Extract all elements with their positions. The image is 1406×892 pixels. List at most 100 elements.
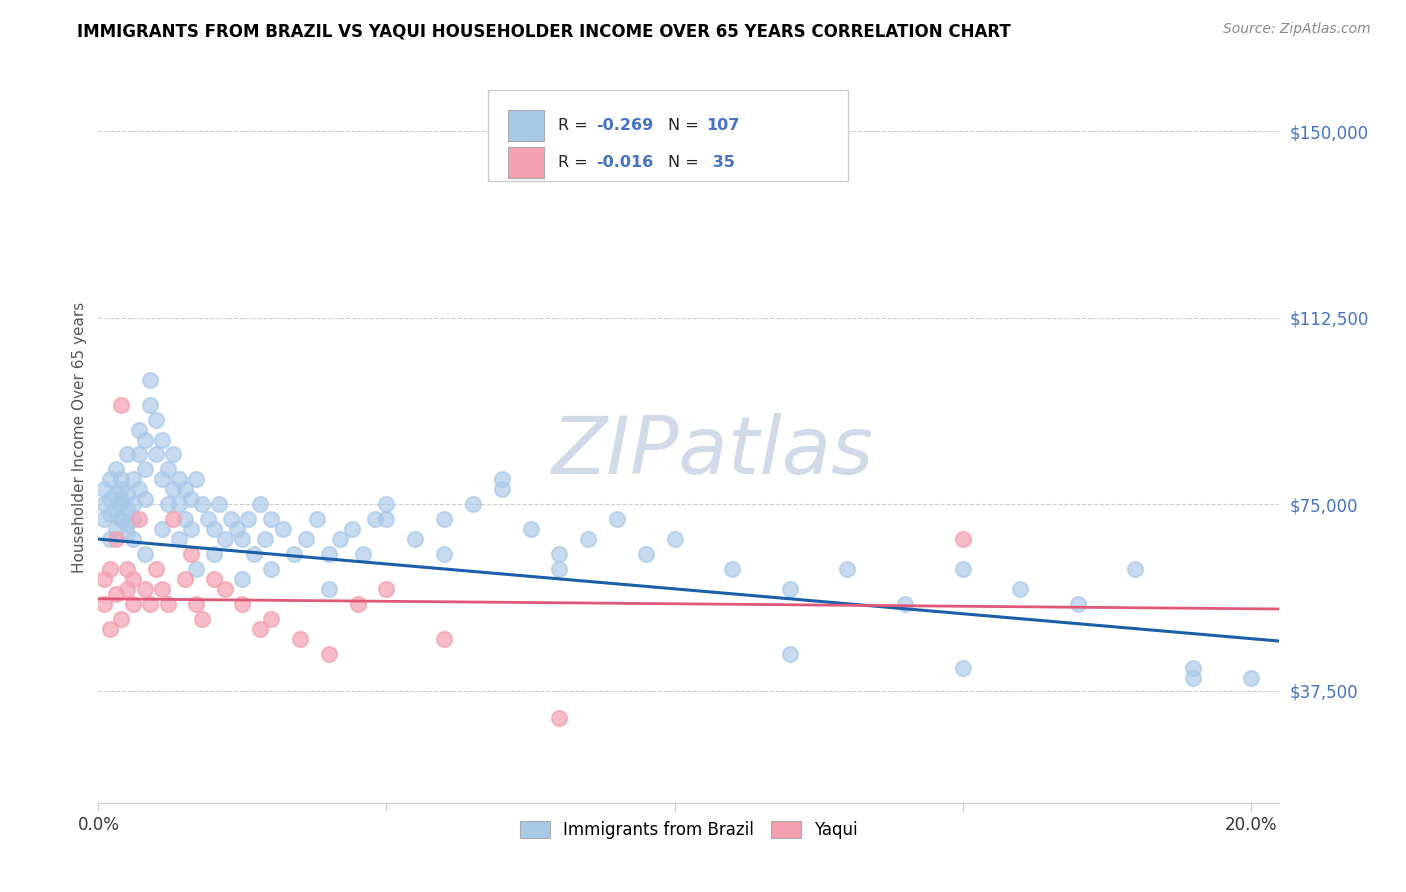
Point bbox=[307, 512, 329, 526]
Point bbox=[93, 512, 115, 526]
Point bbox=[150, 433, 173, 447]
Text: -0.016: -0.016 bbox=[596, 155, 652, 169]
Point bbox=[375, 582, 398, 596]
Point bbox=[104, 487, 127, 501]
Point bbox=[98, 622, 121, 636]
Point bbox=[364, 512, 387, 526]
Point bbox=[191, 612, 214, 626]
Point bbox=[162, 512, 184, 526]
Point bbox=[186, 472, 208, 486]
Point bbox=[134, 462, 156, 476]
Point bbox=[93, 483, 115, 497]
Point bbox=[260, 562, 283, 576]
Y-axis label: Householder Income Over 65 years: Householder Income Over 65 years bbox=[72, 301, 87, 573]
Point bbox=[231, 532, 253, 546]
Point bbox=[110, 483, 132, 497]
Point bbox=[318, 647, 340, 661]
Point bbox=[122, 597, 145, 611]
Point bbox=[1182, 661, 1205, 675]
Point bbox=[110, 492, 132, 507]
Point bbox=[329, 532, 352, 546]
Point bbox=[104, 462, 127, 476]
Point bbox=[110, 398, 132, 412]
Point bbox=[180, 492, 202, 507]
Point bbox=[134, 492, 156, 507]
Point bbox=[260, 612, 283, 626]
Point bbox=[173, 512, 195, 526]
Point bbox=[115, 582, 138, 596]
Point bbox=[548, 547, 571, 561]
Point bbox=[779, 647, 801, 661]
Text: ZIPatlas: ZIPatlas bbox=[551, 413, 873, 491]
Point bbox=[952, 562, 974, 576]
Point bbox=[93, 497, 115, 511]
Point bbox=[288, 632, 311, 646]
Point bbox=[115, 562, 138, 576]
Point bbox=[238, 512, 260, 526]
Point bbox=[156, 497, 179, 511]
Text: 35: 35 bbox=[707, 155, 734, 169]
Point bbox=[283, 547, 305, 561]
Point bbox=[721, 562, 744, 576]
Point bbox=[260, 512, 283, 526]
Point bbox=[98, 492, 121, 507]
Point bbox=[122, 497, 145, 511]
Point bbox=[122, 472, 145, 486]
Point bbox=[150, 472, 173, 486]
Point bbox=[375, 512, 398, 526]
Point bbox=[145, 448, 167, 462]
Point bbox=[219, 512, 242, 526]
Point bbox=[519, 522, 541, 536]
Point bbox=[214, 582, 236, 596]
Point bbox=[352, 547, 374, 561]
Point bbox=[180, 547, 202, 561]
Point bbox=[110, 472, 132, 486]
Point bbox=[122, 532, 145, 546]
Point bbox=[1010, 582, 1032, 596]
Text: R =: R = bbox=[558, 118, 593, 133]
Point bbox=[433, 547, 456, 561]
Point bbox=[664, 532, 686, 546]
Point bbox=[122, 572, 145, 586]
Point bbox=[779, 582, 801, 596]
Point bbox=[249, 622, 271, 636]
Point bbox=[952, 532, 974, 546]
Point bbox=[93, 572, 115, 586]
Point bbox=[254, 532, 277, 546]
Point bbox=[167, 472, 190, 486]
Point bbox=[139, 373, 162, 387]
Point bbox=[134, 547, 156, 561]
Point bbox=[162, 448, 184, 462]
Point bbox=[150, 522, 173, 536]
Point bbox=[576, 532, 599, 546]
FancyBboxPatch shape bbox=[508, 110, 544, 141]
Text: IMMIGRANTS FROM BRAZIL VS YAQUI HOUSEHOLDER INCOME OVER 65 YEARS CORRELATION CHA: IMMIGRANTS FROM BRAZIL VS YAQUI HOUSEHOL… bbox=[77, 22, 1011, 40]
Point bbox=[375, 497, 398, 511]
Point bbox=[548, 562, 571, 576]
Point bbox=[173, 572, 195, 586]
Point bbox=[202, 572, 225, 586]
Point bbox=[214, 532, 236, 546]
Point bbox=[128, 512, 150, 526]
Point bbox=[952, 661, 974, 675]
Point bbox=[139, 597, 162, 611]
Point bbox=[180, 522, 202, 536]
Point bbox=[156, 597, 179, 611]
Point bbox=[115, 487, 138, 501]
Point bbox=[110, 612, 132, 626]
Point bbox=[208, 497, 231, 511]
Point bbox=[318, 547, 340, 561]
Point bbox=[115, 448, 138, 462]
Point bbox=[134, 433, 156, 447]
Point bbox=[202, 522, 225, 536]
Point bbox=[122, 512, 145, 526]
Point bbox=[115, 502, 138, 516]
Point bbox=[837, 562, 859, 576]
Point bbox=[98, 472, 121, 486]
Point bbox=[1067, 597, 1090, 611]
Text: N =: N = bbox=[668, 118, 703, 133]
FancyBboxPatch shape bbox=[508, 147, 544, 178]
Point bbox=[134, 582, 156, 596]
Point bbox=[461, 497, 484, 511]
Text: N =: N = bbox=[668, 155, 703, 169]
